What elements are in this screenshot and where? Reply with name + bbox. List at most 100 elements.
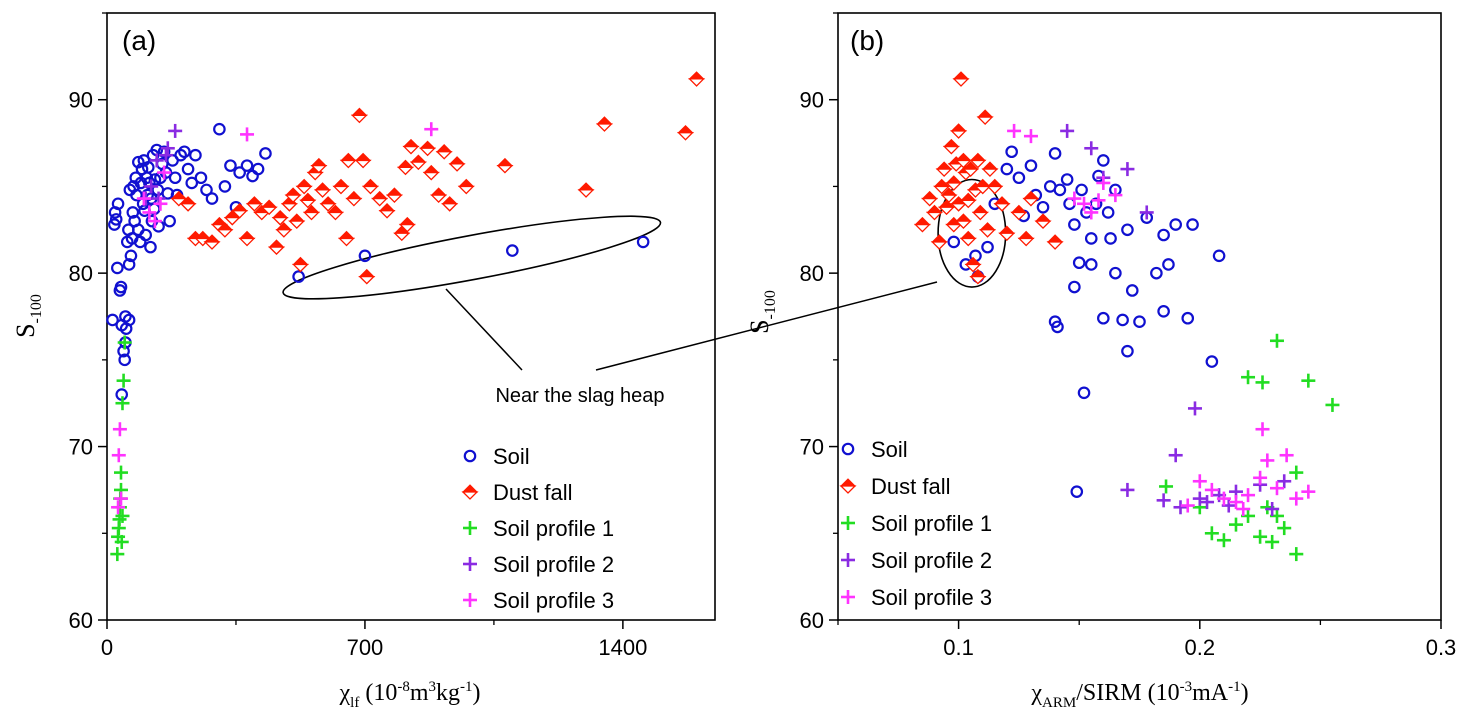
panel-a-dust-point bbox=[345, 190, 363, 207]
panel-a-p3-point bbox=[142, 205, 157, 220]
panel-a-p3-point bbox=[111, 500, 126, 515]
panel-b-dust-point bbox=[993, 196, 1011, 212]
panel-a-soil-point bbox=[181, 162, 195, 176]
panel-a-soil-point bbox=[168, 171, 182, 185]
panel-a-p3-point bbox=[157, 165, 172, 180]
panel-a-ytick-label: 70 bbox=[69, 435, 93, 460]
panel-a-dust-point bbox=[310, 157, 328, 174]
panel-b-soil-point bbox=[947, 235, 961, 249]
panel-a-soil-point bbox=[111, 261, 124, 275]
panel-b-soil-point bbox=[1121, 344, 1134, 358]
panel-b-dust-point bbox=[964, 256, 982, 273]
panel-b-soil-point bbox=[1000, 162, 1014, 176]
annotation-leader-a bbox=[445, 288, 523, 371]
panel-a-legend-p1-point bbox=[463, 521, 477, 535]
panel-b-p3-point bbox=[1269, 481, 1284, 496]
panel-a-xtick-label: 1400 bbox=[598, 635, 647, 660]
panel-a-p1-point bbox=[114, 465, 129, 480]
panel-a-dust-point bbox=[332, 178, 350, 195]
panel-a-soil-point bbox=[141, 161, 155, 174]
panel-a-dust-point bbox=[350, 107, 368, 124]
panel-a-dust-point bbox=[203, 234, 221, 250]
panel-b-soil-point bbox=[1072, 256, 1086, 270]
panel-a-soil-point bbox=[251, 162, 265, 176]
panel-a-soil-point bbox=[205, 192, 219, 205]
panel-a-dust-point bbox=[676, 124, 695, 141]
panel-b-soil-point bbox=[1075, 183, 1088, 197]
panel-a-dust-point bbox=[595, 116, 614, 132]
panel-b-p3-point bbox=[1204, 482, 1219, 497]
panel-a-soil-point bbox=[233, 166, 246, 179]
panel-a-highlight-ellipse bbox=[282, 215, 662, 300]
panel-b-p2-point bbox=[1187, 401, 1202, 416]
panel-a-soil-point bbox=[224, 159, 237, 172]
panel-a-soil-point bbox=[111, 197, 125, 211]
panel-b-p2-point bbox=[1200, 495, 1215, 510]
panel-a-dust-point bbox=[231, 203, 249, 219]
panel-b-p3-point bbox=[1096, 175, 1111, 190]
panel-b-points bbox=[913, 71, 1340, 562]
panel-b-p2-point bbox=[1139, 205, 1154, 220]
panel-b-legend-label: Soil profile 2 bbox=[871, 548, 992, 573]
panel-b-dust-point bbox=[981, 161, 999, 178]
panel-a-dust-point bbox=[319, 196, 337, 212]
panel-b-soil-point bbox=[1077, 386, 1091, 400]
panel-a-dust-point bbox=[302, 204, 321, 221]
slag-heap-annotation: Near the slag heap bbox=[445, 281, 938, 407]
panel-b-legend: Soil Dust fall Soil profile 1 Soil profile … bbox=[839, 437, 992, 610]
panel-a-dust-point bbox=[688, 71, 706, 87]
panel-b-p2-point bbox=[1277, 474, 1292, 489]
panel-a-p2-point bbox=[160, 141, 175, 156]
panel-b-xtick-label: 0.3 bbox=[1426, 635, 1457, 660]
panel-b-soil-point bbox=[1186, 218, 1199, 231]
panel-b-p3-point bbox=[1180, 498, 1195, 513]
panel-b-p2-point bbox=[1168, 448, 1183, 463]
panel-b-p1-point bbox=[1289, 547, 1304, 562]
panel-b-p1-point bbox=[1204, 526, 1219, 541]
panel-b-dust-point bbox=[969, 268, 987, 285]
panel-a-soil-point bbox=[506, 244, 519, 257]
panel-b-dust-point bbox=[1017, 230, 1035, 247]
panel-b-p2-point bbox=[1084, 141, 1099, 156]
panel-a-soil-point bbox=[174, 148, 187, 162]
panel-a: (a) 0 700 1400 60 70 80 90 S-100 χlf (10-8m3kg… bbox=[11, 12, 716, 711]
panel-b-p3-point bbox=[1192, 474, 1207, 489]
panel-b-soil-point bbox=[1162, 258, 1175, 271]
panel-a-dust-point bbox=[260, 199, 278, 216]
panel-b-soil-point bbox=[1048, 147, 1062, 160]
panel-a-dust-point bbox=[295, 178, 313, 195]
panel-a-dust-point bbox=[577, 182, 595, 198]
panel-a-dust-point bbox=[245, 196, 263, 212]
panel-b-dust-point bbox=[940, 187, 958, 204]
panel-a-p3-point bbox=[111, 448, 126, 463]
panel-a-soil-point bbox=[163, 214, 176, 228]
panel-a-soil-point bbox=[132, 155, 145, 169]
panel-a-soil-point bbox=[141, 188, 154, 202]
panel-b-legend-soil-point bbox=[841, 442, 855, 456]
panel-b-p3-point bbox=[1260, 453, 1275, 468]
panel-a-dust-point bbox=[288, 213, 306, 230]
panel-b-xtick-label: 0.1 bbox=[943, 635, 974, 660]
panel-b-p3-point bbox=[1255, 422, 1270, 437]
panel-a-dust-point bbox=[299, 192, 317, 209]
panel-b-dust-point bbox=[1046, 234, 1064, 250]
panel-a-legend-p2-point bbox=[463, 557, 477, 571]
panel-a-legend-label: Soil profile 2 bbox=[493, 552, 614, 577]
panel-a-p1-point bbox=[115, 508, 130, 523]
panel-b-legend-label: Soil bbox=[871, 437, 908, 462]
panel-b-p2-point bbox=[1060, 123, 1075, 138]
panel-b-soil-point bbox=[1024, 159, 1038, 172]
panel-a-dust-point bbox=[441, 196, 459, 212]
panel-b-dust-point bbox=[998, 225, 1016, 242]
panel-a-p2-point bbox=[168, 123, 183, 138]
panel-b-soil-point bbox=[1157, 304, 1170, 318]
panel-a-p3-point bbox=[153, 196, 168, 211]
panel-b-dust-point bbox=[942, 138, 960, 155]
panel-b-soil-point bbox=[1084, 258, 1098, 271]
panel-b-p3-point bbox=[1216, 491, 1231, 506]
panel-b-p3-point bbox=[1067, 191, 1082, 206]
panel-a-soil-point bbox=[178, 145, 191, 159]
panel-a-soil-point bbox=[358, 249, 372, 263]
panel-b-p2-point bbox=[1156, 493, 1171, 508]
